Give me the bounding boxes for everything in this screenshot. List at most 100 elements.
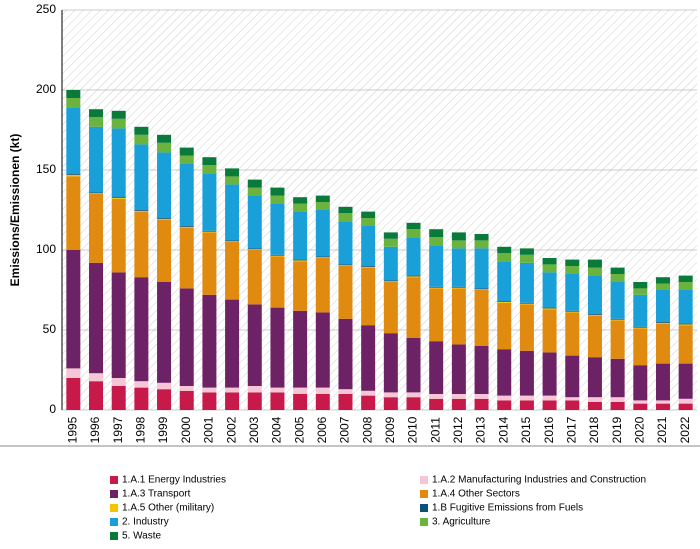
bar-segment: [247, 386, 262, 393]
bar-segment: [66, 368, 81, 378]
bar-segment: [474, 289, 489, 290]
bar-segment: [270, 195, 285, 204]
bar-segment: [497, 301, 512, 302]
x-tick-label: 1997: [111, 416, 125, 443]
bar-segment: [610, 319, 625, 321]
bar-segment: [179, 163, 194, 226]
x-tick-label: 2021: [655, 416, 669, 443]
bar-segment: [497, 302, 512, 350]
bar-segment: [519, 262, 534, 303]
bar-segment: [66, 176, 81, 250]
bar-segment: [202, 173, 217, 231]
bar-segment: [587, 259, 602, 268]
bar-segment: [497, 395, 512, 401]
bar-segment: [157, 382, 172, 390]
bar-segment: [565, 274, 580, 311]
bar-segment: [202, 165, 217, 174]
bar-segment: [315, 258, 330, 313]
bar-segment: [179, 155, 194, 164]
x-tick-label: 2008: [360, 416, 374, 443]
bar-segment: [474, 290, 489, 346]
bar-segment: [383, 281, 398, 282]
bar-segment: [111, 386, 126, 410]
bar-segment: [361, 266, 376, 268]
bar-segment: [338, 221, 353, 265]
bar-segment: [610, 267, 625, 274]
bar-segment: [338, 264, 353, 266]
bar-segment: [655, 322, 670, 324]
bar-segment: [315, 195, 330, 202]
x-tick-label: 2004: [270, 416, 284, 443]
bar-segment: [678, 403, 693, 410]
legend-label: 1.A.2 Manufacturing Industries and Const…: [432, 475, 646, 486]
x-tick-label: 2002: [224, 416, 238, 443]
bar-segment: [89, 194, 104, 263]
x-tick-label: 2019: [610, 416, 624, 443]
bar-segment: [474, 346, 489, 394]
bar-segment: [247, 392, 262, 410]
legend-label: 1.B Fugitive Emissions from Fuels: [432, 503, 583, 514]
bar-segment: [610, 282, 625, 319]
bar-segment: [519, 302, 534, 304]
x-tick-label: 2006: [315, 416, 329, 443]
bar-segment: [202, 232, 217, 295]
bar-segment: [542, 395, 557, 401]
bar-segment: [157, 142, 172, 153]
bar-segment: [678, 325, 693, 364]
bar-segment: [157, 219, 172, 282]
bar-segment: [179, 147, 194, 156]
bar-segment: [429, 229, 444, 238]
bar-segment: [565, 400, 580, 410]
bar-segment: [361, 266, 376, 267]
legend-label: 1.A.4 Other Sectors: [432, 489, 520, 500]
bar-segment: [565, 312, 580, 356]
bar-segment: [383, 238, 398, 247]
legend-label: 1.A.3 Transport: [122, 489, 191, 500]
bar-segment: [338, 389, 353, 394]
bar-segment: [225, 299, 240, 388]
bar-segment: [655, 400, 670, 404]
bar-segment: [587, 275, 602, 314]
bar-segment: [497, 400, 512, 410]
bar-segment: [111, 110, 126, 119]
bar-segment: [134, 210, 149, 212]
bar-segment: [270, 203, 285, 255]
x-tick-label: 2000: [179, 416, 193, 443]
bar-segment: [179, 386, 194, 391]
bar-segment: [406, 229, 421, 238]
bar-segment: [338, 394, 353, 410]
bar-segment: [157, 152, 172, 218]
x-tick-label: 2011: [428, 417, 442, 443]
bar-segment: [655, 277, 670, 284]
bar-segment: [225, 387, 240, 393]
bar-segment: [157, 218, 172, 219]
bar-segment: [633, 326, 648, 328]
bar-segment: [293, 261, 308, 311]
bar-segment: [542, 272, 557, 308]
bar-segment: [655, 290, 670, 322]
bar-segment: [451, 394, 466, 399]
bar-segment: [655, 283, 670, 290]
bar-segment: [111, 118, 126, 129]
legend-swatch: [420, 490, 428, 498]
x-tick-label: 2014: [496, 416, 510, 443]
bar-segment: [519, 303, 534, 305]
x-tick-label: 1999: [156, 416, 170, 443]
bar-segment: [474, 398, 489, 410]
bar-segment: [474, 240, 489, 249]
legend-label: 1.A.5 Other (military): [122, 503, 214, 514]
bar-segment: [429, 237, 444, 246]
bar-segment: [587, 402, 602, 410]
bar-segment: [519, 350, 534, 396]
legend-label: 3. Agriculture: [432, 517, 491, 528]
bar-segment: [429, 287, 444, 289]
legend-swatch: [420, 504, 428, 512]
bar-segment: [587, 314, 602, 316]
bar-segment: [565, 310, 580, 312]
bar-segment: [293, 260, 308, 262]
bar-segment: [315, 394, 330, 410]
x-tick-label: 2003: [247, 416, 261, 443]
y-axis-label: Emissions/Emissionen (kt): [8, 134, 22, 287]
bar-segment: [383, 232, 398, 239]
